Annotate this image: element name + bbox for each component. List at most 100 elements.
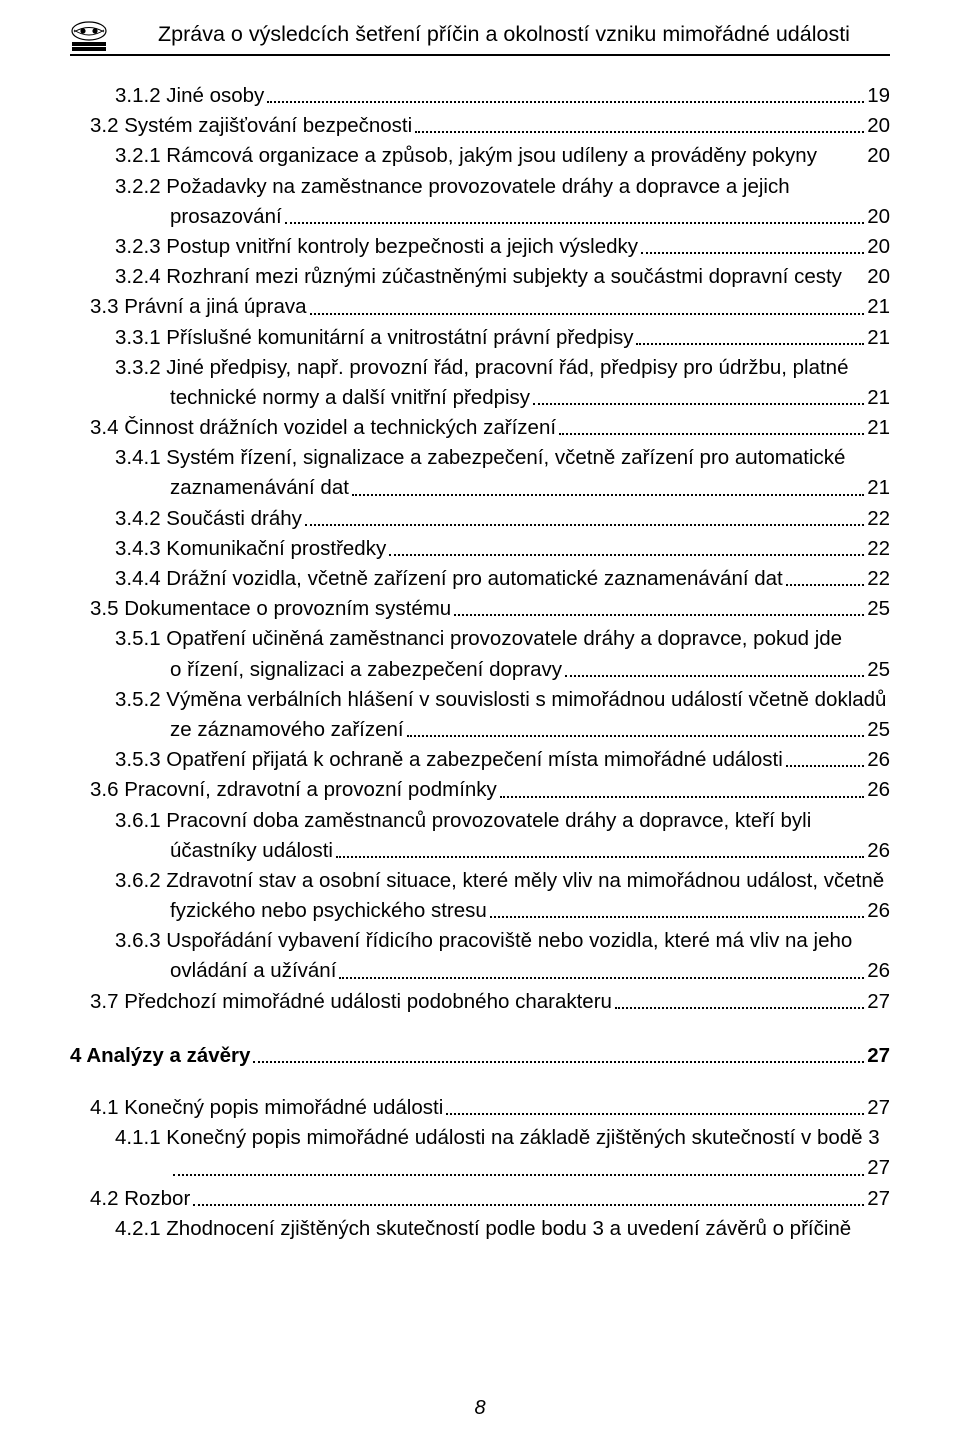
toc-entry-continuation: ovládání a užívání 26: [170, 959, 890, 983]
toc-entry: 3.2.4 Rozhraní mezi různými zúčastněnými…: [115, 265, 890, 289]
toc-label: 3.4.4 Drážní vozidla, včetně zařízení pr…: [115, 567, 783, 591]
toc-page-number: 19: [867, 84, 890, 108]
toc-entry-continuation: fyzického nebo psychického stresu 26: [170, 899, 890, 923]
toc-entry-continuation: prosazování 20: [170, 205, 890, 229]
toc-label: 3.4.2 Součásti dráhy: [115, 507, 302, 531]
toc-label: 3.6.1 Pracovní doba zaměstnanců provozov…: [115, 809, 811, 832]
toc-leader-dots: [490, 916, 864, 918]
toc-label: fyzického nebo psychického stresu: [170, 899, 487, 923]
toc-leader-dots: [285, 222, 865, 224]
toc-page-number: 20: [867, 144, 890, 168]
toc-entry: 3.3.2 Jiné předpisy, např. provozní řád,…: [115, 356, 890, 380]
toc-entry: 4.1.1 Konečný popis mimořádné události n…: [115, 1126, 890, 1150]
toc-entry: 3.4.1 Systém řízení, signalizace a zabez…: [115, 446, 890, 470]
toc-label: 3.6.2 Zdravotní stav a osobní situace, k…: [115, 869, 884, 892]
toc-page-number: 27: [867, 1096, 890, 1120]
toc-entry: 3.3 Právní a jiná úprava 21: [90, 295, 890, 319]
toc-page-number: 26: [867, 748, 890, 772]
toc-leader-dots: [641, 252, 864, 254]
toc-label: 3.2.4 Rozhraní mezi různými zúčastněnými…: [115, 265, 842, 289]
toc-entry-continuation: ze záznamového zařízení 25: [170, 718, 890, 742]
toc-entry: 4.2.1 Zhodnocení zjištěných skutečností …: [115, 1217, 890, 1241]
toc-leader-dots: [786, 584, 864, 586]
toc-chapter: 4 Analýzy a závěry 27: [70, 1044, 890, 1068]
toc-label: 4 Analýzy a závěry: [70, 1044, 250, 1068]
toc-label: 3.6 Pracovní, zdravotní a provozní podmí…: [90, 778, 497, 802]
toc-page-number: 25: [867, 597, 890, 621]
toc-label: ze záznamového zařízení: [170, 718, 404, 742]
toc-page-number: 21: [867, 295, 890, 319]
toc-entry-continuation: 27: [170, 1156, 890, 1180]
toc-page-number: 26: [867, 839, 890, 863]
toc-entry: 3.5.2 Výměna verbálních hlášení v souvis…: [115, 688, 890, 712]
toc-entry-continuation: účastníky události 26: [170, 839, 890, 863]
toc-entry: 3.2.1 Rámcová organizace a způsob, jakým…: [115, 144, 890, 168]
toc-label: 3.2.3 Postup vnitřní kontroly bezpečnost…: [115, 235, 638, 259]
toc-leader-dots: [786, 765, 864, 767]
report-title: Zpráva o výsledcích šetření příčin a oko…: [118, 20, 890, 47]
toc-leader-dots: [310, 313, 865, 315]
toc-leader-dots: [615, 1007, 864, 1009]
page-footer-number: 8: [0, 1397, 960, 1420]
toc-label: 3.2.1 Rámcová organizace a způsob, jakým…: [115, 144, 817, 168]
toc-leader-dots: [305, 524, 864, 526]
toc-entry: 3.3.1 Příslušné komunitární a vnitrostát…: [115, 326, 890, 350]
toc-page-number: 21: [867, 386, 890, 410]
toc-leader-dots: [267, 101, 864, 103]
toc-page-number: 22: [867, 567, 890, 591]
toc-entry: 3.6.2 Zdravotní stav a osobní situace, k…: [115, 869, 890, 893]
toc-label: 3.5.2 Výměna verbálních hlášení v souvis…: [115, 688, 886, 711]
toc-label: 3.1.2 Jiné osoby: [115, 84, 264, 108]
toc-entry: 3.4 Činnost drážních vozidel a technický…: [90, 416, 890, 440]
toc-page-number: 20: [867, 114, 890, 138]
toc-leader-dots: [173, 1174, 864, 1176]
toc-leader-dots: [446, 1113, 864, 1115]
toc-leader-dots: [636, 343, 864, 345]
inspekce-logo-icon: [70, 20, 108, 52]
toc-page-number: 25: [867, 658, 890, 682]
toc-label: 3.5.3 Opatření přijatá k ochraně a zabez…: [115, 748, 783, 772]
toc-leader-dots: [500, 796, 864, 798]
toc-leader-dots: [339, 977, 864, 979]
toc-entry: 4.1 Konečný popis mimořádné události 27: [90, 1096, 890, 1120]
toc-leader-dots: [407, 735, 865, 737]
toc-leader-dots: [559, 433, 864, 435]
toc-entry: 3.5 Dokumentace o provozním systému 25: [90, 597, 890, 621]
toc-leader-dots: [565, 675, 864, 677]
toc-label: 4.1.1 Konečný popis mimořádné události n…: [115, 1126, 880, 1149]
toc-label: 4.1 Konečný popis mimořádné události: [90, 1096, 443, 1120]
toc-leader-dots: [193, 1204, 864, 1206]
toc-entry: 3.5.3 Opatření přijatá k ochraně a zabez…: [115, 748, 890, 772]
toc-leader-dots: [253, 1061, 864, 1063]
toc-entry: 3.7 Předchozí mimořádné události podobné…: [90, 990, 890, 1014]
toc-label: prosazování: [170, 205, 282, 229]
toc-page-number: 26: [867, 959, 890, 983]
toc-page-number: 20: [867, 205, 890, 229]
toc-label: 3.4.1 Systém řízení, signalizace a zabez…: [115, 446, 845, 469]
toc-entry: 3.4.3 Komunikační prostředky 22: [115, 537, 890, 561]
toc-entry-continuation: zaznamenávání dat 21: [170, 476, 890, 500]
toc-page-number: 27: [867, 1187, 890, 1211]
toc-entry: 3.5.1 Opatření učiněná zaměstnanci provo…: [115, 627, 890, 651]
toc-leader-dots: [389, 554, 864, 556]
toc-entry: 3.1.2 Jiné osoby 19: [115, 84, 890, 108]
toc-entry: 3.2.3 Postup vnitřní kontroly bezpečnost…: [115, 235, 890, 259]
toc-leader-dots: [336, 856, 864, 858]
toc-page-number: 22: [867, 507, 890, 531]
toc-entry: 3.6.1 Pracovní doba zaměstnanců provozov…: [115, 809, 890, 833]
table-of-contents: 3.1.2 Jiné osoby 19 3.2 Systém zajišťová…: [70, 84, 890, 1241]
toc-label: o řízení, signalizaci a zabezpečení dopr…: [170, 658, 562, 682]
toc-label: 3.2 Systém zajišťování bezpečnosti: [90, 114, 412, 138]
toc-page-number: 20: [867, 235, 890, 259]
toc-leader-dots: [454, 614, 864, 616]
toc-entry: 3.2 Systém zajišťování bezpečnosti 20: [90, 114, 890, 138]
toc-leader-dots: [352, 494, 864, 496]
toc-label: 4.2.1 Zhodnocení zjištěných skutečností …: [115, 1217, 851, 1241]
toc-label: 3.3 Právní a jiná úprava: [90, 295, 307, 319]
toc-label: 3.2.2 Požadavky na zaměstnance provozova…: [115, 175, 790, 198]
toc-page-number: 26: [867, 899, 890, 923]
page-header: Zpráva o výsledcích šetření příčin a oko…: [70, 20, 890, 56]
toc-label: 4.2 Rozbor: [90, 1187, 190, 1211]
toc-label: 3.5.1 Opatření učiněná zaměstnanci provo…: [115, 627, 842, 650]
toc-page-number: 21: [867, 476, 890, 500]
